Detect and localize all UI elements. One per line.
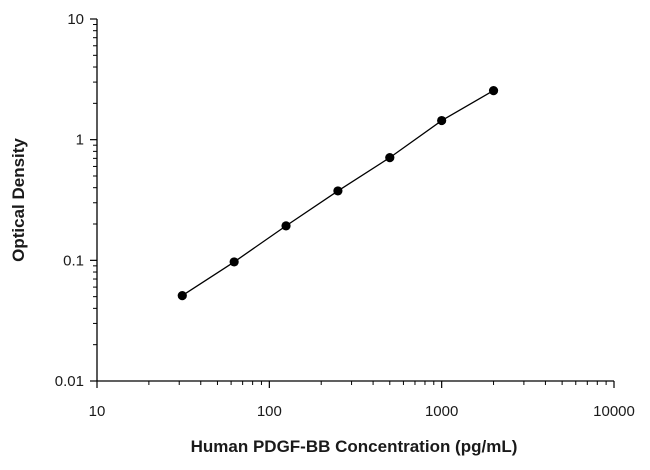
data-point (437, 115, 447, 126)
major-ticks (90, 18, 615, 388)
x-axis-title: Human PDGF-BB Concentration (pg/mL) (191, 437, 518, 456)
data-point (229, 257, 239, 267)
data-point (333, 186, 343, 196)
y-axis-title: Optical Density (9, 138, 28, 262)
x-tick-label: 100 (257, 403, 282, 420)
y-tick-label: 10 (67, 11, 84, 28)
tick-labels: 10 100 1000 10000 0.01 0.1 1 10 (55, 11, 635, 420)
y-tick-label: 1 (76, 132, 84, 149)
x-tick-label: 1000 (425, 403, 458, 420)
data-point (177, 291, 187, 301)
data-point (281, 221, 291, 231)
data-points (177, 86, 499, 301)
data-point (385, 153, 395, 163)
x-tick-label: 10 (89, 403, 106, 420)
y-tick-label: 0.1 (63, 252, 84, 269)
x-tick-label: 10000 (593, 403, 635, 420)
minor-ticks (93, 24, 607, 385)
data-point (488, 86, 499, 96)
y-tick-label: 0.01 (55, 373, 84, 390)
